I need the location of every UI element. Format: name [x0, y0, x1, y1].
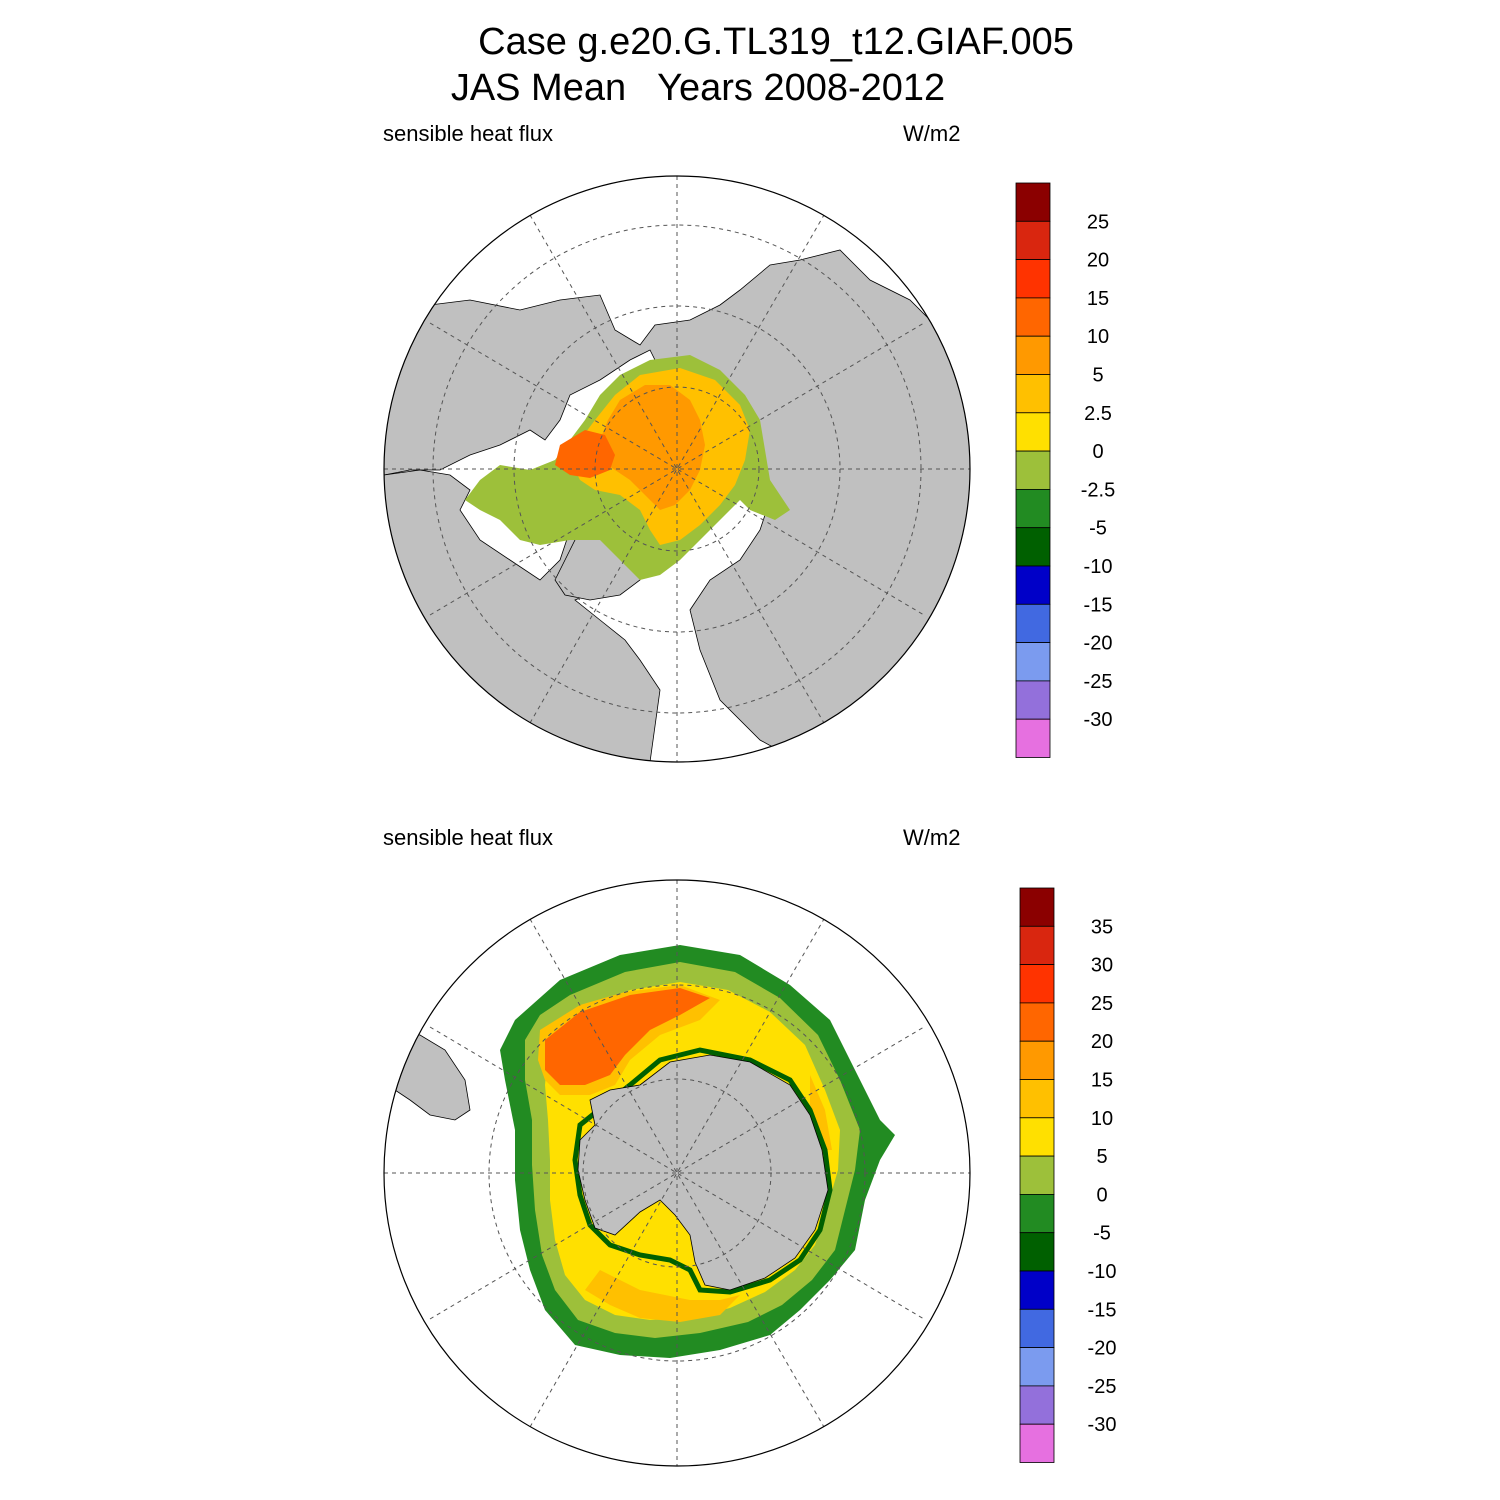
colorbar-tick-label: -2.5: [1081, 479, 1115, 501]
colorbar-swatch: [1015, 450, 1051, 490]
panel1-variable-label: sensible heat flux: [383, 121, 553, 146]
colorbar-swatch: [1019, 1194, 1055, 1234]
colorbar-tick-label: -10: [1088, 1261, 1117, 1283]
figure-title-line1: Case g.e20.G.TL319_t12.GIAF.005: [478, 21, 1074, 63]
colorbar-swatch: [1019, 1385, 1055, 1425]
colorbar-tick-label: -5: [1089, 518, 1107, 540]
colorbar-tick-label: -25: [1084, 671, 1113, 693]
colorbar-tick-label: 5: [1096, 1146, 1107, 1168]
colorbar-tick-label: 35: [1091, 916, 1113, 938]
colorbar-tick-label: 15: [1091, 1070, 1113, 1092]
south-land-antarctica: [577, 1054, 829, 1291]
panel1-units-label: W/m2: [903, 121, 961, 146]
colorbar-swatch: [1019, 1347, 1055, 1387]
colorbar-swatch: [1019, 1002, 1055, 1042]
panel2-units-label: W/m2: [903, 825, 961, 850]
north-graticule: [384, 176, 970, 762]
colorbar-swatch: [1015, 259, 1051, 299]
colorbar-tick-label: 15: [1087, 288, 1109, 310]
colorbar-tick-label: 10: [1091, 1108, 1113, 1130]
colorbar-swatch: [1019, 1155, 1055, 1195]
colorbar-tick-label: 5: [1092, 365, 1103, 387]
north-flux-10-to-15: [555, 430, 615, 478]
colorbar-tick-label: -30: [1084, 709, 1113, 731]
south-map-border: [383, 879, 971, 1467]
colorbar-swatch: [1019, 1423, 1055, 1463]
north-map-border: [383, 175, 971, 763]
colorbar-tick-label: 2.5: [1084, 403, 1112, 425]
colorbar-tick-label: -30: [1088, 1414, 1117, 1436]
colorbar-swatch: [1019, 1079, 1055, 1119]
colorbar-swatch: [1019, 887, 1055, 927]
colorbar-swatch: [1019, 1117, 1055, 1157]
colorbar-tick-label: 10: [1087, 326, 1109, 348]
south-flux-negative-coastal: [572, 1047, 833, 1295]
colorbar-tick-label: -5: [1093, 1223, 1111, 1245]
colorbar-tick-label: 30: [1091, 955, 1113, 977]
south-polar-map: [384, 880, 970, 1466]
colorbar-swatch: [1015, 603, 1051, 643]
colorbar-tick-label: 20: [1087, 250, 1109, 272]
colorbar-swatch: [1019, 1308, 1055, 1349]
colorbar-tick-label: 25: [1091, 993, 1113, 1015]
colorbar-swatch: [1015, 680, 1051, 720]
figure-title-line2: JAS Mean Years 2008-2012: [450, 67, 946, 109]
north-land-eurasia: [384, 249, 970, 762]
colorbar-swatch: [1019, 1270, 1055, 1310]
north-polar-map: [384, 176, 970, 762]
colorbar-swatch: [1019, 1232, 1055, 1272]
colorbar-swatch: [1015, 718, 1051, 758]
south-flux-20-to-25: [545, 988, 710, 1085]
north-flux-5-to-10: [600, 385, 705, 510]
colorbar-tick-label: -15: [1088, 1299, 1117, 1321]
colorbar-swatch: [1015, 220, 1051, 261]
panel2-variable-label: sensible heat flux: [383, 825, 553, 850]
colorbar-swatch: [1015, 412, 1051, 452]
colorbar-tick-label: -25: [1088, 1376, 1117, 1398]
colorbar-swatch: [1015, 527, 1051, 567]
colorbar-tick-label: -20: [1084, 633, 1113, 655]
north-colorbar: 25 20 15 10 5 2.5 0 -2.5 -5 -10 -15 -20 -25 -30: [1015, 182, 1115, 758]
colorbar-swatch: [1019, 1040, 1055, 1080]
colorbar-tick-label: 0: [1096, 1184, 1107, 1206]
colorbar-swatch: [1015, 182, 1051, 222]
colorbar-tick-label: 0: [1092, 441, 1103, 463]
south-graticule: [384, 880, 970, 1466]
colorbar-swatch: [1015, 297, 1051, 337]
colorbar-swatch: [1015, 488, 1051, 529]
colorbar-swatch: [1019, 925, 1055, 965]
colorbar-tick-label: -20: [1088, 1338, 1117, 1360]
colorbar-swatch: [1015, 565, 1051, 605]
colorbar-swatch: [1015, 335, 1051, 375]
colorbar-tick-label: -10: [1084, 556, 1113, 578]
south-colorbar: 35 30 25 20 15 10 5 0 -5 -10 -15 -20 -25 -30: [1019, 887, 1117, 1463]
colorbar-tick-label: 20: [1091, 1031, 1113, 1053]
colorbar-swatch: [1019, 964, 1055, 1004]
colorbar-tick-label: -15: [1084, 594, 1113, 616]
colorbar-tick-label: 25: [1087, 211, 1109, 233]
colorbar-swatch: [1015, 374, 1051, 414]
colorbar-swatch: [1015, 642, 1051, 682]
